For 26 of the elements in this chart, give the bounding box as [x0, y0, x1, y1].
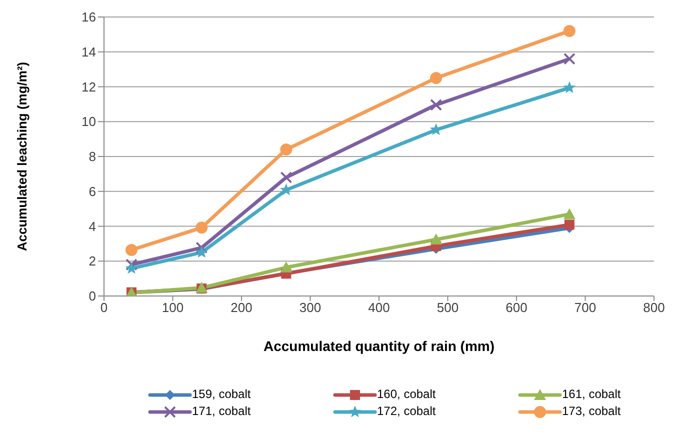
y-tick-label: 8	[88, 149, 96, 164]
y-tick-label: 2	[88, 254, 96, 269]
legend-label: 161, cobalt	[562, 387, 621, 401]
x-tick-label: 500	[436, 300, 459, 316]
legend-label: 173, cobalt	[562, 404, 621, 418]
y-tick-label: 10	[82, 114, 96, 130]
x-tick-label: 800	[643, 300, 665, 316]
y-tick-label: 0	[88, 288, 96, 304]
legend-label: 171, cobalt	[192, 404, 251, 418]
y-tick-label: 4	[88, 218, 96, 234]
y-tick-label: 12	[82, 79, 96, 94]
y-axis-title: Accumulated leaching (mg/m²)	[14, 62, 30, 252]
x-tick-label: 100	[162, 300, 184, 316]
x-tick-label: 300	[299, 300, 322, 316]
x-axis-title: Accumulated quantity of rain (mm)	[263, 338, 495, 354]
x-tick-label: 200	[230, 300, 252, 316]
legend-label: 172, cobalt	[377, 404, 436, 418]
x-tick-label: 0	[100, 300, 108, 316]
y-tick-label: 14	[82, 44, 96, 60]
x-tick-label: 700	[574, 300, 596, 316]
y-tick-label: 16	[82, 10, 96, 25]
y-tick-label: 6	[88, 184, 96, 199]
legend-label: 159, cobalt	[192, 387, 251, 401]
x-tick-label: 600	[506, 300, 528, 316]
x-tick-label: 400	[368, 300, 390, 316]
legend-label: 160, cobalt	[377, 387, 436, 401]
